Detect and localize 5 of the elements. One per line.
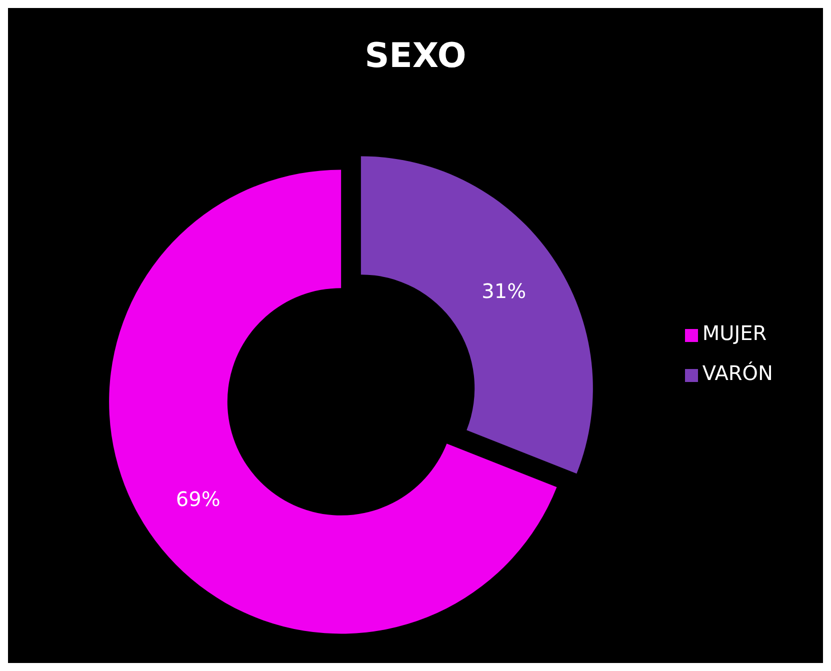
legend-label: VARÓN <box>702 361 773 385</box>
data-label: 31% <box>482 279 526 304</box>
data-label: 69% <box>176 486 220 511</box>
legend-label: MUJER <box>702 321 767 345</box>
chart-title: SEXO <box>364 36 468 76</box>
